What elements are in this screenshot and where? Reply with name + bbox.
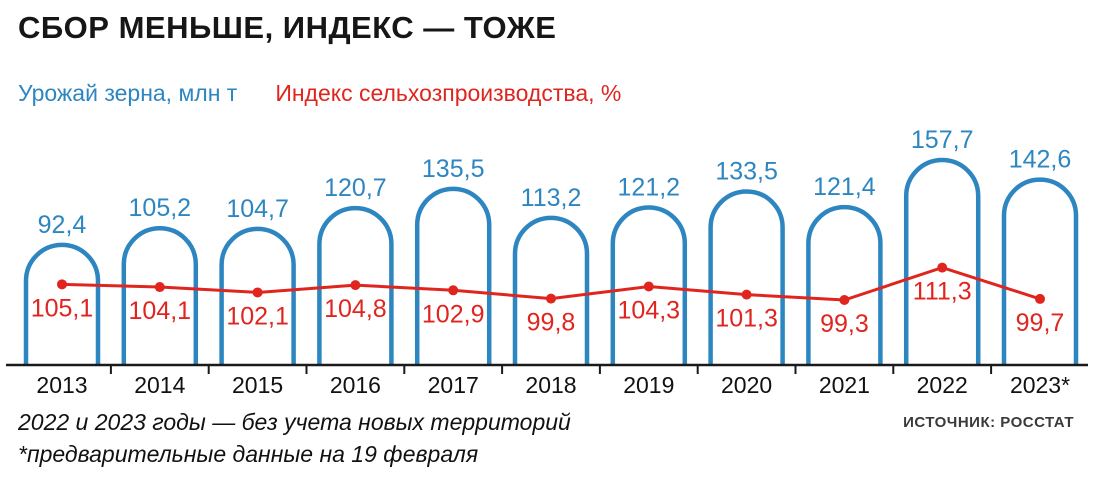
bar-value-label: 113,2 [521, 184, 582, 212]
year-label: 2020 [721, 372, 772, 398]
year-label: 2013 [36, 372, 87, 398]
bar-arch [708, 189, 785, 365]
line-value-label: 102,1 [226, 302, 289, 330]
line-value-label: 101,3 [715, 305, 778, 333]
line-point [839, 295, 850, 305]
line-point [1035, 293, 1045, 304]
bar-value-label: 133,5 [715, 157, 778, 185]
source-label: ИСТОЧНИК: РОССТАТ [903, 414, 1074, 431]
year-label: 2023* [1010, 372, 1070, 398]
bar-value-label: 120,7 [324, 174, 387, 202]
bar-value-label: 121,4 [813, 173, 876, 201]
footnotes: 2022 и 2023 годы — без учета новых терри… [18, 406, 571, 470]
line-point [643, 281, 654, 292]
bar-value-label: 92,4 [38, 211, 87, 239]
line-point [741, 289, 752, 300]
combo-chart: 92,4 2013 105,2 2014 104,7 2015 120,7 2016 135,5… [6, 126, 1088, 398]
year-label: 2015 [232, 372, 283, 398]
bar-arch [806, 205, 883, 365]
line-value-label: 104,8 [324, 295, 387, 323]
line-value-label: 111,3 [913, 278, 972, 306]
year-label: 2018 [525, 372, 576, 398]
line-point [252, 287, 263, 298]
bar-arch [121, 226, 199, 365]
bar-value-label: 105,2 [129, 194, 192, 222]
line-point [350, 280, 361, 291]
bar-value-label: 157,7 [911, 126, 974, 154]
bar-arch [23, 242, 101, 365]
line-point [57, 279, 67, 290]
line-point [937, 262, 948, 273]
line-point [448, 285, 459, 296]
line-value-label: 105,1 [31, 294, 94, 322]
bar-arch [1001, 177, 1079, 365]
bar-arch [610, 205, 688, 365]
line-value-label: 104,1 [129, 297, 192, 325]
bar-arch [903, 157, 981, 365]
footnote-line-2: *предварительные данные на 19 февраля [18, 441, 479, 467]
line-value-label: 104,3 [618, 297, 681, 325]
year-label: 2019 [623, 372, 674, 398]
year-label: 2014 [134, 372, 185, 398]
line-value-label: 99,7 [1016, 309, 1065, 337]
bar-value-label: 142,6 [1009, 146, 1072, 174]
line-value-label: 99,3 [820, 310, 869, 338]
year-label: 2016 [330, 372, 381, 398]
line-value-label: 102,9 [422, 300, 485, 328]
line-point [154, 282, 165, 293]
year-label: 2022 [917, 372, 968, 398]
bar-arch [317, 205, 394, 365]
year-label: 2021 [819, 372, 870, 398]
footnote-line-1: 2022 и 2023 годы — без учета новых терри… [18, 409, 571, 435]
page-title: СБОР МЕНЬШЕ, ИНДЕКС — ТОЖЕ [18, 10, 557, 45]
chart-legend: Урожай зерна, млн т Индекс сельхозпроизв… [18, 80, 621, 107]
legend-harvest-label: Урожай зерна, млн т [18, 80, 238, 106]
line-point [546, 293, 556, 304]
line-value-label: 99,8 [527, 309, 576, 337]
legend-index-label: Индекс сельхозпроизводства, % [275, 80, 622, 106]
bar-arch [512, 215, 590, 365]
bar-arch [219, 226, 296, 365]
bar-value-label: 104,7 [226, 195, 289, 223]
year-label: 2017 [428, 372, 479, 398]
bar-value-label: 135,5 [422, 155, 485, 183]
bar-value-label: 121,2 [618, 173, 681, 201]
bar-arch [414, 186, 492, 365]
